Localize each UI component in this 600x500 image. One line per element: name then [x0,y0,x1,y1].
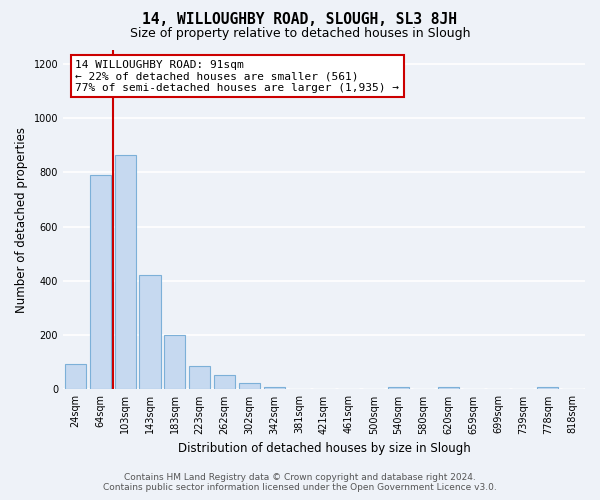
X-axis label: Distribution of detached houses by size in Slough: Distribution of detached houses by size … [178,442,470,455]
Text: 14 WILLOUGHBY ROAD: 91sqm
← 22% of detached houses are smaller (561)
77% of semi: 14 WILLOUGHBY ROAD: 91sqm ← 22% of detac… [76,60,400,92]
Bar [115,154,136,390]
Bar [388,386,409,390]
Bar [264,388,285,390]
Bar [438,386,459,390]
Bar [139,276,161,390]
Bar [164,335,185,390]
Text: 14, WILLOUGHBY ROAD, SLOUGH, SL3 8JH: 14, WILLOUGHBY ROAD, SLOUGH, SL3 8JH [143,12,458,28]
Text: Contains HM Land Registry data © Crown copyright and database right 2024.
Contai: Contains HM Land Registry data © Crown c… [103,473,497,492]
Text: Size of property relative to detached houses in Slough: Size of property relative to detached ho… [130,28,470,40]
Bar [214,375,235,390]
Bar [90,175,111,390]
Bar [239,384,260,390]
Bar [289,388,310,390]
Bar [65,364,86,390]
Bar [537,386,558,390]
Y-axis label: Number of detached properties: Number of detached properties [15,126,28,312]
Bar [189,366,211,390]
